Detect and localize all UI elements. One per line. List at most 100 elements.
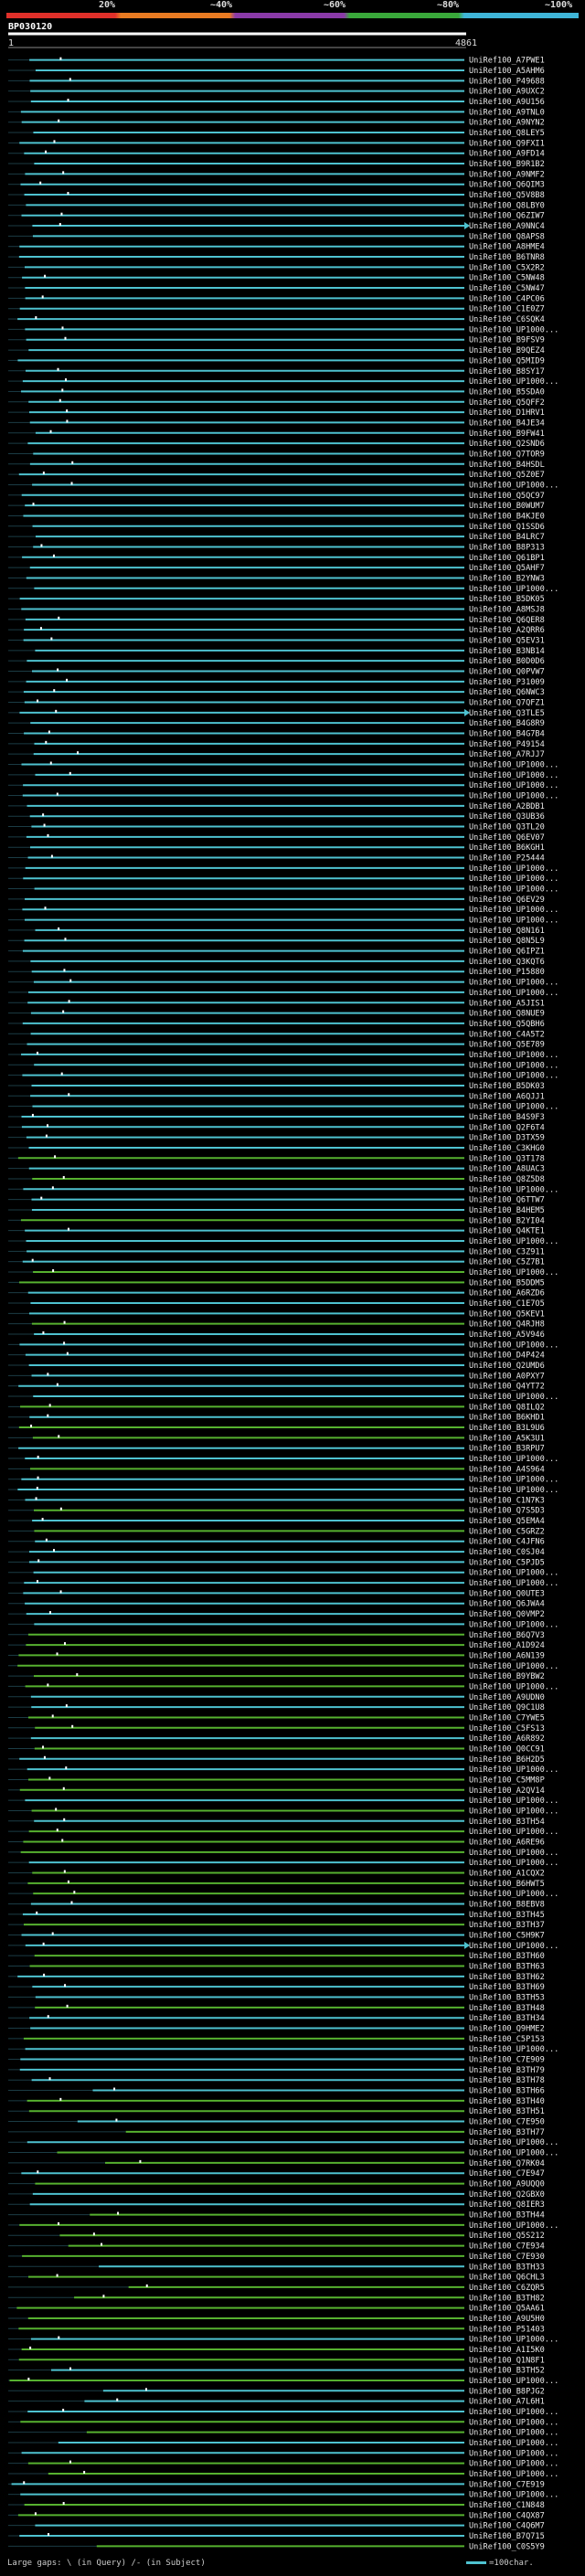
gap-marker	[69, 78, 71, 81]
gap-marker	[55, 1807, 58, 1811]
hit-label: UniRef100_Q8N5L9	[469, 937, 545, 946]
hit-label: UniRef100_A5K3U1	[469, 1434, 545, 1443]
hit-label: UniRef100_UP1000...	[469, 2460, 558, 2469]
gap-marker	[47, 1373, 49, 1376]
gap-marker	[71, 461, 74, 464]
gap-marker	[43, 1973, 46, 1977]
hit-label: UniRef100_UP1000...	[469, 1486, 558, 1495]
hit-label: UniRef100_UP1000...	[469, 875, 558, 884]
gap-marker	[56, 792, 58, 796]
gap-marker	[63, 1870, 66, 1873]
hit-label: UniRef100_UP1000...	[469, 1807, 558, 1816]
gap-marker	[62, 1010, 65, 1013]
hit-label: UniRef100_UP1000...	[469, 1662, 558, 1671]
gap-marker	[35, 316, 37, 320]
hit-label: UniRef100_B3NB14	[469, 647, 545, 656]
gap-marker	[45, 1134, 48, 1138]
hit-label: UniRef100_A7L6H1	[469, 2398, 545, 2407]
hit-label: UniRef100_A4S964	[469, 1465, 545, 1474]
hit-label: UniRef100_Q2F6T4	[469, 1123, 545, 1132]
hit-label: UniRef100_C5X2R2	[469, 263, 545, 272]
hit-label: UniRef100_UP1000...	[469, 1341, 558, 1350]
gap-marker	[48, 1611, 51, 1615]
pct-label-60: ~60%	[324, 0, 346, 10]
hit-label: UniRef100_UP1000...	[469, 864, 558, 874]
hit-label: UniRef100_Q8LEY5	[469, 129, 545, 138]
hit-label: UniRef100_UP1000...	[469, 2336, 558, 2345]
hit-label: UniRef100_UP1000...	[469, 2045, 558, 2054]
gap-marker	[67, 192, 69, 196]
hit-label: UniRef100_UP1000...	[469, 2408, 558, 2417]
hit-label: UniRef100_A5AHM6	[469, 67, 545, 76]
hit-label: UniRef100_Q4KTE1	[469, 1227, 545, 1236]
gap-marker	[42, 1942, 45, 1945]
gap-marker	[42, 1331, 45, 1335]
subject-arrow-icon	[464, 1941, 470, 1949]
gap-marker	[36, 1580, 38, 1584]
hit-label: UniRef100_B3TH44	[469, 2211, 545, 2221]
hit-label: UniRef100_P51403	[469, 2325, 545, 2334]
gap-marker	[68, 1093, 70, 1097]
gap-marker	[59, 1590, 62, 1594]
gap-marker	[37, 1559, 40, 1563]
hit-label: UniRef100_C7E919	[469, 2480, 545, 2489]
hit-label: UniRef100_Q0UTE3	[469, 1589, 545, 1598]
hit-label: UniRef100_B9R1B2	[469, 160, 545, 169]
hit-label: UniRef100_Q7RK04	[469, 2159, 545, 2168]
gap-marker	[83, 2470, 86, 2474]
legend-large-gaps: Large gaps:	[7, 2559, 62, 2568]
gap-marker	[62, 171, 65, 175]
gap-marker	[48, 730, 50, 734]
gap-marker	[30, 1425, 33, 1428]
gap-marker	[59, 1507, 62, 1511]
hit-label: UniRef100_Q6QIM3	[469, 181, 545, 190]
legend-scale: =100char.	[466, 2559, 534, 2568]
hit-label: UniRef100_B3TH78	[469, 2076, 545, 2085]
hit-label: UniRef100_UP1000...	[469, 377, 558, 387]
hit-label: UniRef100_Q2GBX0	[469, 2190, 545, 2200]
hit-label: UniRef100_UP1000...	[469, 1072, 558, 1081]
gap-marker	[61, 1839, 64, 1842]
hit-label: UniRef100_B0WUM7	[469, 502, 545, 511]
hit-label: UniRef100_A5JIS1	[469, 999, 545, 1008]
gap-marker	[37, 1456, 39, 1459]
hit-label: UniRef100_A2QRR6	[469, 626, 545, 635]
hit-label: UniRef100_B5DDM5	[469, 1278, 545, 1288]
gap-marker	[39, 627, 42, 631]
gap-marker	[145, 2284, 148, 2287]
hit-label: UniRef100_B9FSV9	[469, 336, 545, 345]
gap-marker	[69, 771, 71, 775]
hit-label: UniRef100_Q9HME2	[469, 2025, 545, 2034]
hit-label: UniRef100_C4Q6M7	[469, 2522, 545, 2531]
legend-in-subject: /- (in Subject)	[131, 2559, 206, 2568]
gap-marker	[63, 1818, 66, 1821]
hit-label: UniRef100_A6N139	[469, 1651, 545, 1660]
hit-label: UniRef100_UP1000...	[469, 1859, 558, 1868]
hit-label: UniRef100_B6H2D5	[469, 1755, 545, 1765]
gap-marker	[42, 813, 45, 817]
gap-marker	[66, 419, 69, 423]
hit-label: UniRef100_B8SY17	[469, 367, 545, 376]
hit-label: UniRef100_C5NW47	[469, 284, 545, 293]
hit-label: UniRef100_Q7TOR9	[469, 450, 545, 459]
gap-marker	[63, 1341, 66, 1345]
gap-marker	[49, 429, 52, 433]
hit-label: UniRef100_Q3TLE5	[469, 709, 545, 718]
hit-label: UniRef100_B6TNR8	[469, 253, 545, 262]
pct-label-100: ~100%	[545, 0, 573, 10]
hit-label: UniRef100_UP1000...	[469, 1828, 558, 1837]
gap-marker	[39, 181, 42, 185]
hit-label: UniRef100_UP1000...	[469, 885, 558, 895]
hit-label: UniRef100_UP1000...	[469, 585, 558, 594]
hit-label: UniRef100_C0S5Y9	[469, 2542, 545, 2551]
hit-label: UniRef100_Q5AHF7	[469, 564, 545, 573]
hit-label: UniRef100_Q0PVW7	[469, 667, 545, 676]
gap-marker	[56, 1383, 58, 1386]
hit-label: UniRef100_UP1000...	[469, 2149, 558, 2158]
hit-label: UniRef100_Q5QBH6	[469, 1020, 545, 1029]
gap-marker	[43, 823, 46, 827]
hit-label: UniRef100_Q4YT72	[469, 1383, 545, 1392]
gap-marker	[66, 2004, 69, 2008]
gap-marker	[76, 1673, 79, 1677]
hit-label: UniRef100_UP1000...	[469, 1103, 558, 1112]
